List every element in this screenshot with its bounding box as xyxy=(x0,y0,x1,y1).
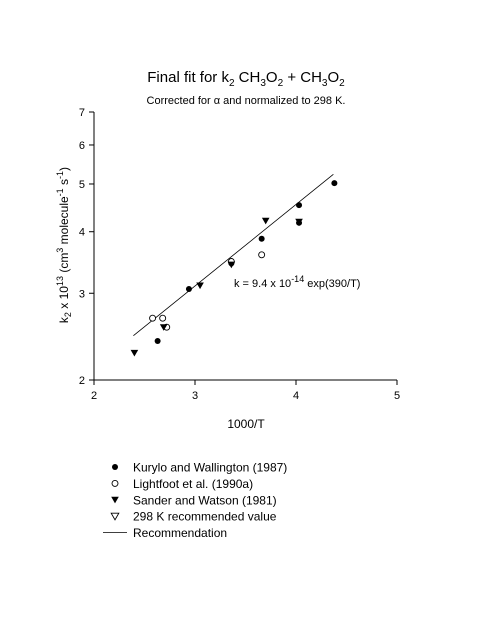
x-tick-label: 5 xyxy=(394,390,400,402)
legend: Kurylo and Wallington (1987) Lightfoot et… xyxy=(103,461,287,540)
data-points xyxy=(130,180,338,357)
legend-entry-label: 298 K recommended value xyxy=(133,510,277,524)
y-tick-label: 2 xyxy=(79,375,85,387)
x-tick-label: 4 xyxy=(293,390,299,402)
legend-entry-label: Recommendation xyxy=(133,526,227,540)
data-point xyxy=(261,217,270,225)
axes xyxy=(89,111,398,385)
x-tick-label: 3 xyxy=(192,390,198,402)
y-tick-label: 3 xyxy=(79,288,85,300)
data-point xyxy=(159,324,168,331)
data-point xyxy=(227,261,236,269)
fit-line-group xyxy=(133,174,334,337)
y-axis-label: k2 x 1013 (cm3 molecule-1 s-1) xyxy=(55,167,73,323)
data-point xyxy=(185,286,192,293)
tick-labels: 2 3 4 5 2 3 4 5 6 7 xyxy=(79,107,400,402)
data-point xyxy=(258,235,265,242)
x-tick-label: 2 xyxy=(91,390,97,402)
y-tick-label: 7 xyxy=(79,107,85,119)
chart-subtitle: Corrected for α and normalized to 298 K. xyxy=(147,95,346,107)
data-point xyxy=(159,314,167,322)
legend-entry-label: Kurylo and Wallington (1987) xyxy=(133,461,287,475)
data-point xyxy=(154,337,161,344)
y-tick-label: 6 xyxy=(79,140,85,152)
fit-line xyxy=(133,174,334,337)
data-point xyxy=(331,180,338,187)
chart-title: Final fit for k2 CH3O2 + CH3O2 xyxy=(147,69,345,89)
fit-equation: k = 9.4 x 10-14 exp(390/T) xyxy=(234,274,360,290)
y-tick-label: 4 xyxy=(79,227,85,239)
legend-entry-label: Lightfoot et al. (1990a) xyxy=(133,477,253,491)
y-tick-label: 5 xyxy=(79,179,85,191)
data-point xyxy=(130,349,139,357)
legend-symbol xyxy=(111,479,119,487)
data-point xyxy=(149,314,157,322)
data-point xyxy=(296,202,303,209)
x-axis-label: 1000/T xyxy=(227,417,265,431)
data-point xyxy=(295,218,303,226)
legend-symbol xyxy=(110,512,120,521)
data-point xyxy=(196,282,204,290)
legend-entry-label: Sander and Watson (1981) xyxy=(133,493,277,507)
data-point xyxy=(258,251,266,259)
legend-symbol xyxy=(111,496,119,504)
legend-symbol xyxy=(112,464,118,470)
